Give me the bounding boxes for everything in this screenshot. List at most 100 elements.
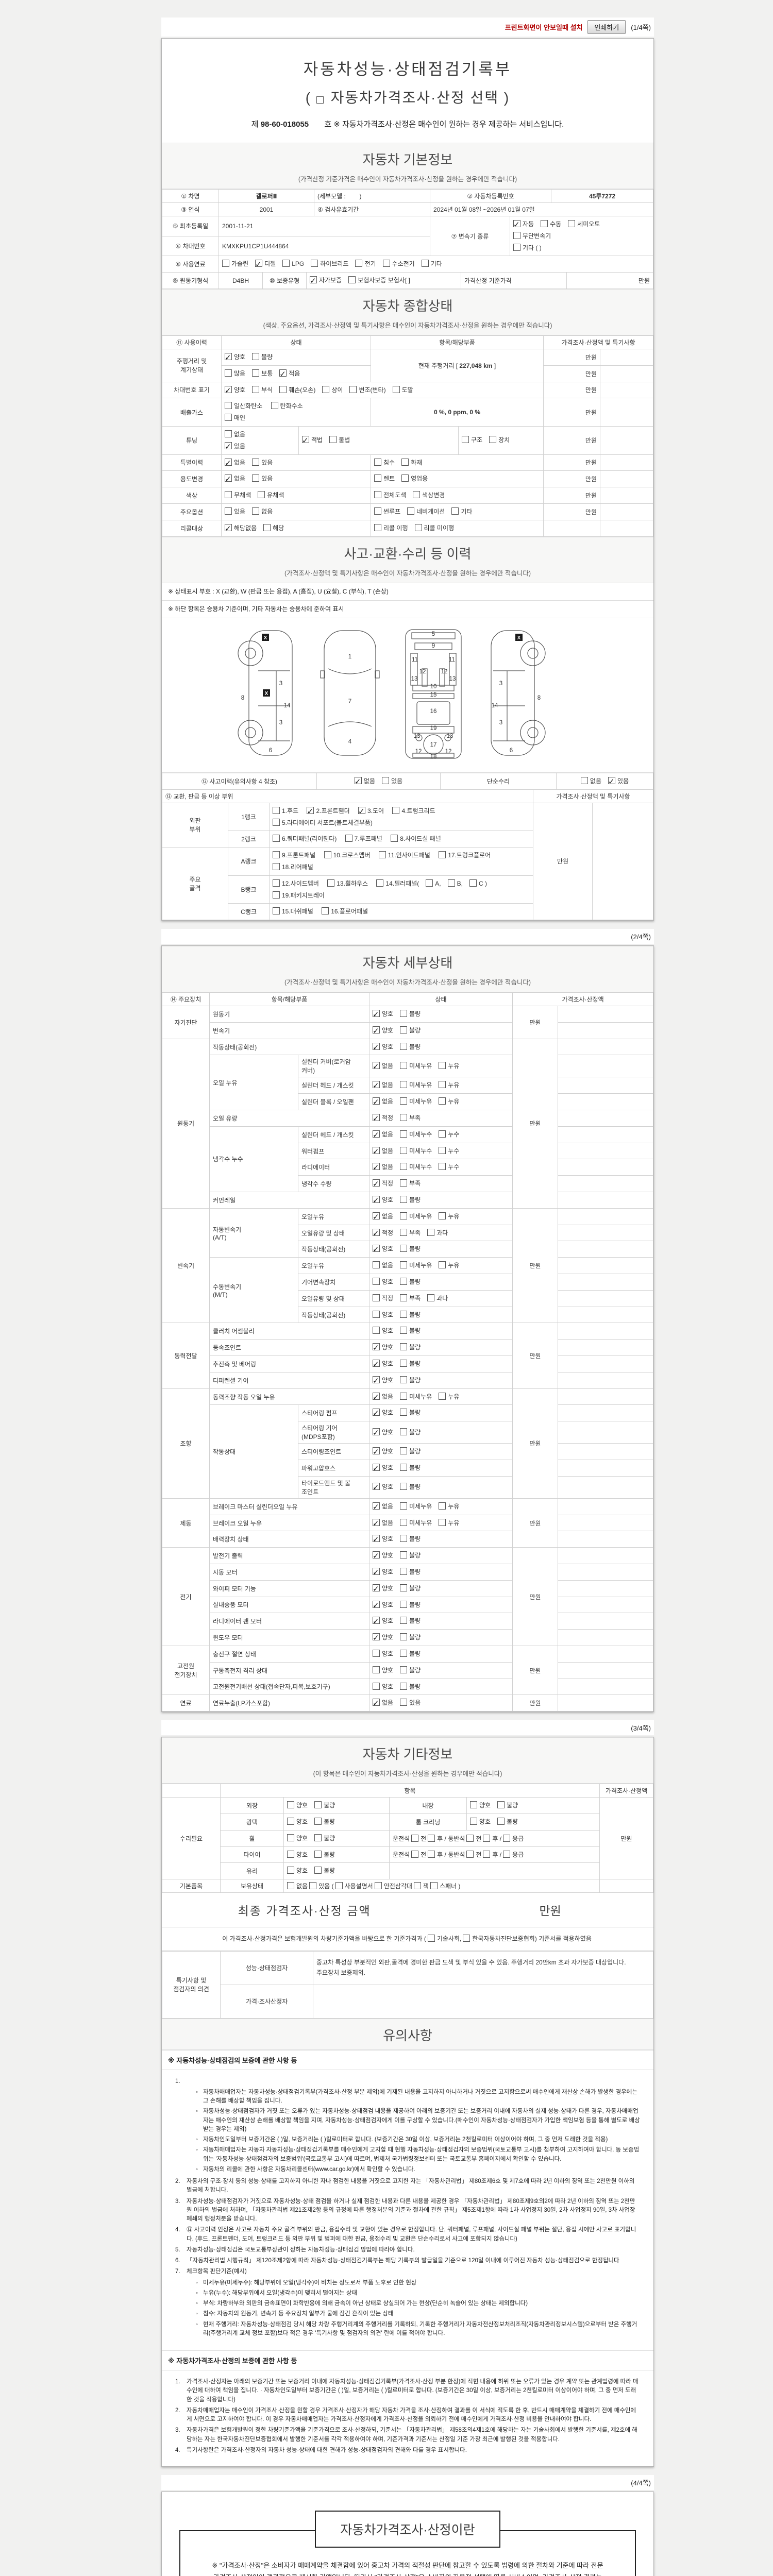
checkbox-icon[interactable] bbox=[439, 1146, 446, 1154]
repair-option[interactable]: 양호 bbox=[470, 1800, 491, 1811]
state-option[interactable]: 있음 bbox=[400, 1697, 421, 1709]
checkbox-icon[interactable] bbox=[273, 862, 280, 870]
checkbox-icon[interactable] bbox=[427, 1935, 435, 1942]
checkbox-icon[interactable] bbox=[374, 491, 381, 499]
checkbox-icon[interactable] bbox=[400, 1026, 408, 1033]
state-option[interactable]: 미세누수 bbox=[400, 1129, 432, 1141]
state-option[interactable]: 없음 bbox=[373, 1210, 393, 1225]
state-option[interactable]: 없음 bbox=[373, 1391, 393, 1405]
fuel-option[interactable]: 가솔린 bbox=[222, 258, 248, 270]
checkbox-icon[interactable] bbox=[222, 260, 229, 267]
checkbox-icon[interactable] bbox=[513, 231, 520, 239]
mileage-state-option[interactable]: 불량 bbox=[252, 351, 273, 363]
checkbox-icon[interactable] bbox=[225, 430, 232, 437]
checkbox-icon[interactable] bbox=[497, 1801, 505, 1809]
state-option[interactable]: 불량 bbox=[400, 1550, 421, 1562]
checkbox-icon[interactable] bbox=[428, 1851, 435, 1858]
checkbox-icon[interactable] bbox=[439, 1062, 446, 1070]
checkbox-icon[interactable] bbox=[373, 1095, 380, 1110]
check-option[interactable]: 썬루프 bbox=[374, 506, 400, 518]
checkbox-icon[interactable] bbox=[400, 1600, 408, 1608]
state-option[interactable]: 부족 bbox=[400, 1178, 421, 1190]
checkbox-icon[interactable] bbox=[469, 879, 477, 887]
checkbox-icon[interactable] bbox=[373, 1631, 380, 1646]
check-option[interactable]: 탄화수소 bbox=[271, 400, 303, 412]
checkbox-icon[interactable] bbox=[497, 1817, 505, 1825]
repair-option[interactable]: 양호 bbox=[287, 1816, 308, 1828]
repair-option[interactable]: 양호 bbox=[287, 1833, 308, 1844]
state-option[interactable]: 없음 bbox=[373, 1145, 393, 1159]
checkbox-icon[interactable] bbox=[428, 1834, 435, 1842]
checkbox-icon[interactable] bbox=[400, 1062, 408, 1070]
mileage-amount-option[interactable]: 적음 bbox=[279, 367, 300, 382]
checkbox-icon[interactable] bbox=[327, 879, 335, 887]
repair-option[interactable]: 양호 bbox=[470, 1816, 491, 1828]
checkbox-icon[interactable] bbox=[400, 1278, 408, 1285]
state-option[interactable]: 불량 bbox=[400, 1309, 421, 1321]
state-option[interactable]: 양호 bbox=[373, 1309, 393, 1321]
check-option[interactable]: 없음 bbox=[225, 429, 245, 440]
checkbox-icon[interactable] bbox=[439, 1261, 446, 1269]
checkbox-icon[interactable] bbox=[355, 260, 363, 267]
checkbox-icon[interactable] bbox=[400, 1343, 408, 1351]
state-option[interactable]: 없음 bbox=[373, 1260, 393, 1272]
state-option[interactable]: 누유 bbox=[439, 1096, 459, 1108]
check-option[interactable]: 적법 bbox=[302, 434, 323, 449]
state-option[interactable]: 양호 bbox=[373, 1648, 393, 1660]
checkbox-icon[interactable] bbox=[413, 491, 421, 499]
state-option[interactable]: 양호 bbox=[373, 1041, 393, 1055]
checkbox-icon[interactable] bbox=[400, 1568, 408, 1575]
check-option[interactable]: 해당없음 bbox=[225, 522, 257, 536]
checkbox-icon[interactable] bbox=[271, 402, 278, 410]
mileage-amount-option[interactable]: 많음 bbox=[225, 368, 245, 380]
state-option[interactable]: 불량 bbox=[400, 1681, 421, 1693]
checkbox-icon[interactable] bbox=[373, 1500, 380, 1515]
checkbox-icon[interactable] bbox=[400, 1327, 408, 1334]
checkbox-icon[interactable] bbox=[314, 1867, 322, 1874]
repair-option[interactable]: 불량 bbox=[314, 1865, 335, 1877]
checkbox-icon[interactable] bbox=[322, 385, 330, 393]
checkbox-icon[interactable] bbox=[373, 1060, 380, 1075]
state-option[interactable]: 누유 bbox=[439, 1211, 459, 1223]
차대번호 표기-option[interactable]: 부식 bbox=[252, 384, 273, 396]
checkbox-icon[interactable] bbox=[608, 775, 615, 789]
checkbox-icon[interactable] bbox=[513, 243, 520, 251]
state-option[interactable]: 양호 bbox=[373, 1325, 393, 1337]
transmission-option[interactable]: 자동 bbox=[513, 218, 534, 233]
checkbox-icon[interactable] bbox=[263, 523, 271, 531]
accident-option[interactable]: 있음 bbox=[382, 775, 402, 787]
state-option[interactable]: 불량 bbox=[400, 1358, 421, 1370]
state-option[interactable]: 미세누유 bbox=[400, 1060, 432, 1072]
checkbox-icon[interactable] bbox=[400, 1310, 408, 1318]
checkbox-icon[interactable] bbox=[225, 491, 232, 499]
checkbox-icon[interactable] bbox=[463, 1935, 470, 1942]
checkbox-icon[interactable] bbox=[400, 1617, 408, 1624]
fuel-option[interactable]: 전기 bbox=[355, 258, 376, 270]
state-option[interactable]: 누유 bbox=[439, 1391, 459, 1403]
checkbox-icon[interactable] bbox=[400, 1535, 408, 1543]
checkbox-icon[interactable] bbox=[302, 434, 309, 449]
checkbox-icon[interactable] bbox=[400, 1392, 408, 1400]
checkbox-icon[interactable] bbox=[400, 1699, 408, 1706]
state-option[interactable]: 불량 bbox=[400, 1446, 421, 1458]
state-option[interactable]: 누유 bbox=[439, 1517, 459, 1529]
state-option[interactable]: 미세누유 bbox=[400, 1211, 432, 1223]
state-option[interactable]: 없음 bbox=[373, 1500, 393, 1515]
transmission-option[interactable]: 기타 ( ) bbox=[513, 242, 542, 254]
pillar-option[interactable]: C ) bbox=[469, 878, 487, 890]
checkbox-icon[interactable] bbox=[376, 879, 384, 887]
checkbox-icon[interactable] bbox=[273, 879, 280, 887]
checkbox-icon[interactable] bbox=[373, 1462, 380, 1477]
state-option[interactable]: 미세누유 bbox=[400, 1096, 432, 1108]
checkbox-icon[interactable] bbox=[373, 1041, 380, 1055]
state-option[interactable]: 불량 bbox=[400, 1632, 421, 1643]
state-option[interactable]: 불량 bbox=[400, 1243, 421, 1255]
checkbox-icon[interactable] bbox=[373, 1194, 380, 1209]
checkbox-icon[interactable] bbox=[252, 369, 260, 377]
check-option[interactable]: 리콜 이행 bbox=[374, 522, 408, 534]
state-option[interactable]: 불량 bbox=[400, 1025, 421, 1037]
checkbox-icon[interactable] bbox=[252, 458, 260, 466]
state-option[interactable]: 적정 bbox=[373, 1112, 393, 1127]
fuel-option[interactable]: 기타 bbox=[421, 258, 442, 270]
checkbox-icon[interactable] bbox=[373, 1327, 380, 1334]
